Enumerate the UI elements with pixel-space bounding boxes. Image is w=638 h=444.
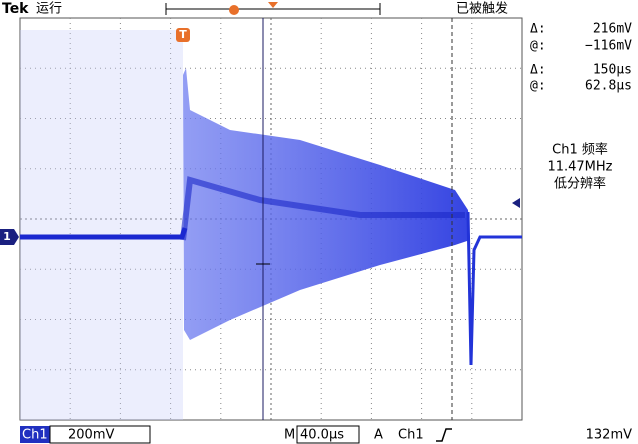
volts-box	[49, 425, 151, 444]
time-div: 40.0µs	[300, 428, 344, 443]
readout-value: 150µs	[593, 63, 632, 78]
brand: Tek	[2, 1, 29, 17]
trigger-source: Ch1	[398, 428, 424, 443]
waveform-envelope	[183, 68, 470, 340]
readout-label: @:	[530, 79, 546, 94]
measurement: 低分辨率	[554, 176, 606, 192]
readout-label: Δ:	[530, 63, 546, 78]
slope-icon	[436, 428, 452, 442]
trigger-pos-icon	[229, 5, 239, 15]
measurement: Ch1 频率	[552, 142, 608, 158]
readout-value: 216mV	[593, 22, 632, 37]
time-box	[296, 425, 360, 444]
channel-marker	[0, 229, 19, 245]
trigger-level: 132mV	[586, 428, 632, 443]
waveform-core	[180, 176, 465, 241]
trigger-level-marker	[512, 198, 520, 208]
measurement: 11.47MHz	[547, 160, 612, 175]
trigger-marker	[176, 28, 190, 42]
channel-marker-label: 1	[3, 230, 11, 243]
time-label: M	[284, 428, 295, 443]
readout-value: 62.8µs	[585, 79, 632, 94]
trigger-point	[268, 2, 278, 8]
readout-label: @:	[530, 39, 546, 54]
trigger-mode: A	[374, 428, 383, 443]
volts-div: 200mV	[68, 428, 114, 443]
waveform-baseline	[20, 227, 188, 240]
trigger-marker-label: T	[179, 28, 187, 41]
readout-value: −116mV	[585, 39, 632, 54]
readout-label: Δ:	[530, 22, 546, 37]
waveform-tail	[466, 211, 522, 366]
trigger-state: 已被触发	[456, 1, 508, 17]
noise-haze	[20, 30, 183, 420]
run-status: 运行	[36, 2, 62, 17]
channel-name: Ch1	[22, 428, 48, 443]
channel-badge	[20, 426, 50, 443]
